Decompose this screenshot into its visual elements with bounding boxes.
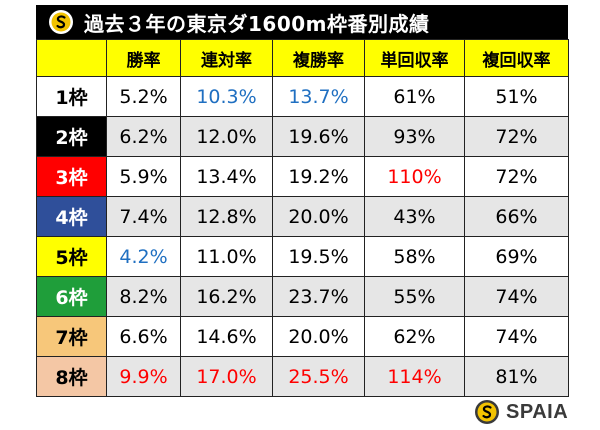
table-row: 5枠 4.2% 11.0% 19.5% 58% 69%	[36, 236, 569, 277]
cell-place-rate: 19.2%	[272, 156, 365, 197]
table-row: 8枠 9.9% 17.0% 25.5% 114% 81%	[36, 356, 569, 397]
cell-place-rate: 25.5%	[272, 356, 365, 397]
cell-place-rate: 19.5%	[272, 236, 365, 277]
brand-name: SPAIA	[506, 400, 569, 423]
footer-brand: SPAIA	[474, 398, 568, 426]
cell-quinella-rate: 11.0%	[180, 236, 273, 277]
gate-label: 2枠	[36, 116, 107, 157]
gate-label: 8枠	[36, 356, 107, 397]
gate-label: 6枠	[36, 276, 107, 317]
spaia-logo-icon	[49, 10, 73, 34]
header-cell-quinella-rate: 連対率	[180, 39, 273, 77]
gate-label: 4枠	[36, 196, 107, 237]
cell-quinella-rate: 16.2%	[180, 276, 273, 317]
cell-quinella-rate: 14.6%	[180, 316, 273, 357]
cell-win-rate: 6.2%	[106, 116, 181, 157]
cell-win-return: 62%	[364, 316, 465, 357]
cell-win-rate: 5.2%	[106, 76, 181, 117]
cell-win-return: 43%	[364, 196, 465, 237]
gate-label: 7枠	[36, 316, 107, 357]
cell-place-rate: 20.0%	[272, 196, 365, 237]
table-body: 1枠 5.2% 10.3% 13.7% 61% 51% 2枠 6.2% 12.0% 19.6% 93…	[36, 76, 569, 397]
cell-quinella-rate: 13.4%	[180, 156, 273, 197]
cell-win-rate: 7.4%	[106, 196, 181, 237]
table-row: 1枠 5.2% 10.3% 13.7% 61% 51%	[36, 76, 569, 117]
cell-place-return: 74%	[464, 276, 569, 317]
table-row: 6枠 8.2% 16.2% 23.7% 55% 74%	[36, 276, 569, 317]
cell-place-rate: 20.0%	[272, 316, 365, 357]
cell-win-return: 114%	[364, 356, 465, 397]
cell-win-return: 61%	[364, 76, 465, 117]
header-cell-win-return: 単回収率	[364, 39, 465, 77]
cell-quinella-rate: 10.3%	[180, 76, 273, 117]
cell-place-return: 66%	[464, 196, 569, 237]
header-cell-place-return: 複回収率	[464, 39, 569, 77]
cell-place-rate: 13.7%	[272, 76, 365, 117]
cell-win-rate: 6.6%	[106, 316, 181, 357]
header-cell-gate	[36, 39, 107, 77]
cell-place-return: 69%	[464, 236, 569, 277]
header-row: 勝率 連対率 複勝率 単回収率 複回収率	[36, 39, 569, 77]
cell-win-return: 55%	[364, 276, 465, 317]
cell-quinella-rate: 12.0%	[180, 116, 273, 157]
spaia-logo-icon	[475, 400, 499, 424]
gate-stats-table: 勝率 連対率 複勝率 単回収率 複回収率 1枠 5.2% 10.3% 13.7% 61%…	[36, 39, 569, 397]
gate-label: 3枠	[36, 156, 107, 197]
cell-place-return: 72%	[464, 156, 569, 197]
table-row: 3枠 5.9% 13.4% 19.2% 110% 72%	[36, 156, 569, 197]
page-title: 過去３年の東京ダ1600m枠番別成績	[84, 11, 430, 36]
cell-place-return: 74%	[464, 316, 569, 357]
cell-win-rate: 4.2%	[106, 236, 181, 277]
header-cell-place-rate: 複勝率	[272, 39, 365, 77]
header-cell-win-rate: 勝率	[106, 39, 181, 77]
cell-place-rate: 19.6%	[272, 116, 365, 157]
cell-win-return: 58%	[364, 236, 465, 277]
table-row: 7枠 6.6% 14.6% 20.0% 62% 74%	[36, 316, 569, 357]
gate-label: 1枠	[36, 76, 107, 117]
table-row: 2枠 6.2% 12.0% 19.6% 93% 72%	[36, 116, 569, 157]
cell-place-return: 51%	[464, 76, 569, 117]
title-bar: 過去３年の東京ダ1600m枠番別成績	[36, 5, 568, 39]
gate-label: 5枠	[36, 236, 107, 277]
table-row: 4枠 7.4% 12.8% 20.0% 43% 66%	[36, 196, 569, 237]
cell-place-return: 81%	[464, 356, 569, 397]
cell-win-return: 93%	[364, 116, 465, 157]
cell-place-return: 72%	[464, 116, 569, 157]
cell-win-rate: 8.2%	[106, 276, 181, 317]
cell-win-rate: 5.9%	[106, 156, 181, 197]
cell-quinella-rate: 12.8%	[180, 196, 273, 237]
cell-win-rate: 9.9%	[106, 356, 181, 397]
cell-win-return: 110%	[364, 156, 465, 197]
cell-quinella-rate: 17.0%	[180, 356, 273, 397]
cell-place-rate: 23.7%	[272, 276, 365, 317]
